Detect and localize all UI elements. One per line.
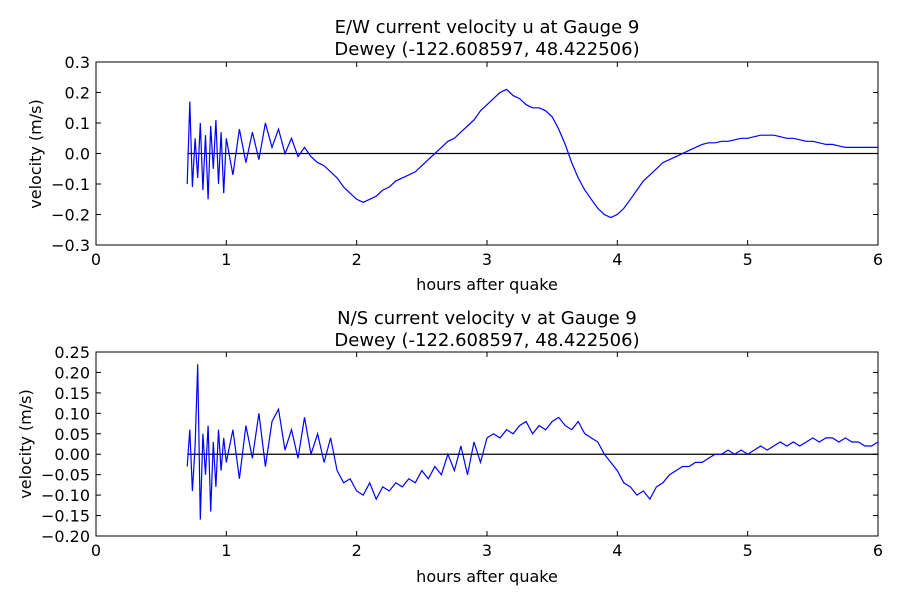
chart-bottom-subtitle: Dewey (-122.608597, 48.422506): [334, 330, 639, 351]
chart-top-ytick-label: 0.1: [65, 114, 90, 133]
chart-top-title: E/W current velocity u at Gauge 9: [335, 17, 640, 38]
chart-top-xticks: 0 1 2 3 4 5 6: [91, 62, 883, 269]
chart-bottom-xtick-label: 2: [352, 541, 362, 560]
chart-bottom-ytick-label: 0.15: [54, 384, 90, 403]
chart-top-yticks: −0.3 −0.2 −0.1 0.0 0.1 0.2 0.3: [51, 53, 878, 255]
chart-top-ylabel: velocity (m/s): [26, 99, 45, 208]
chart-bottom-xtick-label: 6: [873, 541, 883, 560]
chart-bottom-series-line: [186, 364, 879, 520]
chart-bottom-ytick-label: −0.10: [41, 486, 90, 505]
chart-top-xtick-label: 4: [612, 250, 622, 269]
chart-bottom-ytick-label: −0.15: [41, 507, 90, 526]
chart-top-ytick-label: −0.3: [51, 236, 90, 255]
chart-bottom-ytick-label: 0.05: [54, 425, 90, 444]
chart-bottom-ytick-label: −0.05: [41, 466, 90, 485]
chart-bottom: N/S current velocity v at Gauge 9 Dewey …: [16, 308, 883, 586]
chart-top-xtick-label: 6: [873, 250, 883, 269]
chart-bottom-xticks: 0 1 2 3 4 5 6: [91, 352, 883, 560]
chart-top-ytick-label: −0.2: [51, 206, 90, 225]
chart-bottom-ytick-label: 0.00: [54, 445, 90, 464]
chart-bottom-xlabel: hours after quake: [416, 567, 558, 586]
chart-top-series-line: [186, 88, 878, 219]
chart-bottom-ytick-label: 0.20: [54, 363, 90, 382]
chart-top-ytick-label: 0.3: [65, 53, 90, 72]
chart-bottom-plot-area: [95, 351, 879, 537]
chart-bottom-ytick-label: 0.10: [54, 404, 90, 423]
chart-top-xtick-label: 3: [482, 250, 492, 269]
chart-top-xtick-label: 5: [743, 250, 753, 269]
chart-top-xtick-label: 1: [221, 250, 231, 269]
chart-bottom-title: N/S current velocity v at Gauge 9: [337, 308, 637, 329]
chart-bottom-xtick-label: 3: [482, 541, 492, 560]
chart-bottom-yticks: −0.20−0.15 −0.10−0.05 0.000.05 0.100.15 0.20…: [41, 343, 878, 546]
chart-top-ytick-label: 0.2: [65, 84, 90, 103]
chart-bottom-ytick-label: 0.25: [54, 343, 90, 362]
chart-bottom-xtick-label: 1: [221, 541, 231, 560]
chart-top-xtick-label: 2: [352, 250, 362, 269]
chart-top-ytick-label: 0.0: [65, 145, 90, 164]
chart-top-xtick-label: 0: [91, 250, 101, 269]
chart-bottom-xtick-label: 4: [612, 541, 622, 560]
chart-bottom-ylabel: velocity (m/s): [16, 389, 35, 498]
chart-bottom-xtick-label: 5: [743, 541, 753, 560]
chart-top: E/W current velocity u at Gauge 9 Dewey …: [26, 17, 883, 294]
chart-top-ytick-label: −0.1: [51, 175, 90, 194]
chart-bottom-ytick-label: −0.20: [41, 527, 90, 546]
chart-top-subtitle: Dewey (-122.608597, 48.422506): [334, 39, 639, 60]
chart-top-xlabel: hours after quake: [416, 275, 558, 294]
chart-bottom-xtick-label: 0: [91, 541, 101, 560]
